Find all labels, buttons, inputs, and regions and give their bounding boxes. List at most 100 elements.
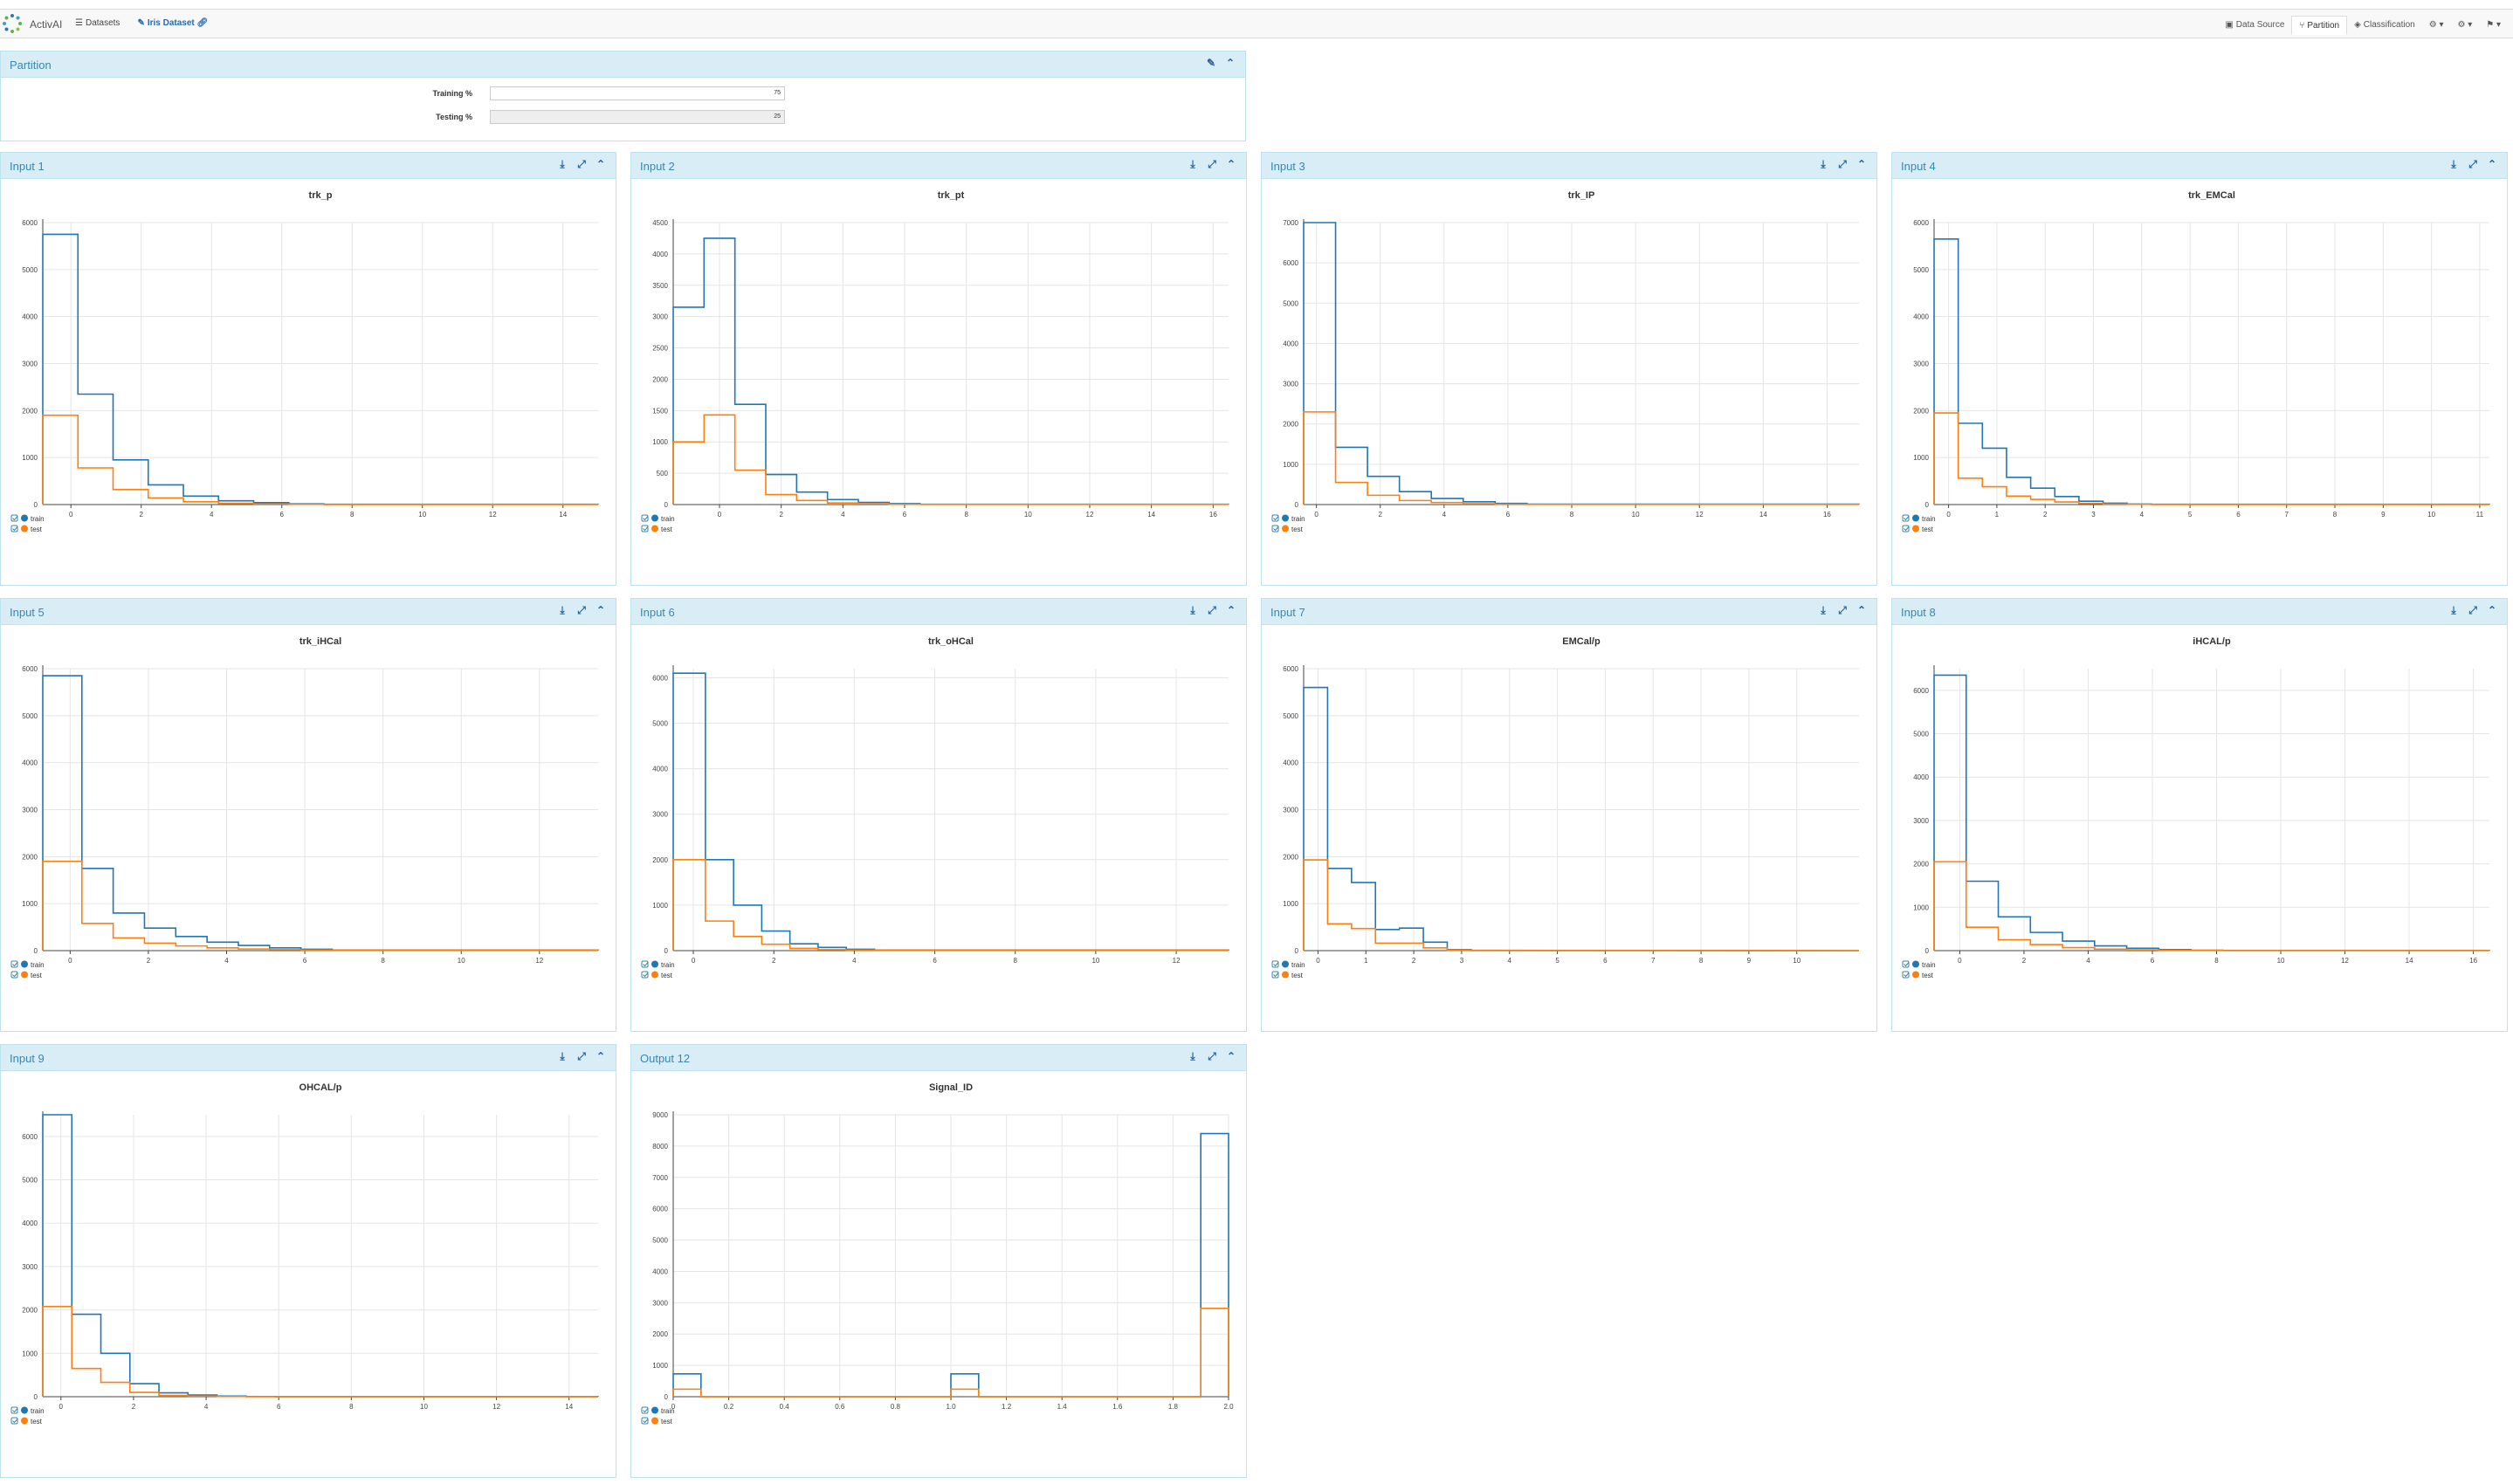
download-icon[interactable]: ⤓: [1190, 1050, 1195, 1062]
flag-dropdown[interactable]: ⚑ ▾: [2479, 16, 2508, 35]
legend-item-test[interactable]: test: [641, 525, 673, 534]
x-tick-label: 10: [1024, 511, 1032, 519]
edit-icon[interactable]: ✎: [1206, 57, 1216, 69]
legend-item-train[interactable]: train: [10, 514, 45, 524]
legend-item-test[interactable]: test: [1902, 971, 1934, 980]
legend-item-test[interactable]: test: [1271, 971, 1304, 980]
legend-label: train: [31, 1407, 45, 1415]
download-icon[interactable]: ⤓: [1821, 604, 1826, 616]
legend-checkbox[interactable]: [1902, 514, 1910, 522]
collapse-icon[interactable]: ⌃: [2487, 604, 2497, 616]
legend-checkbox[interactable]: [1902, 971, 1910, 979]
partition-panel-title: Partition: [10, 58, 52, 72]
legend-checkbox[interactable]: [641, 971, 649, 979]
legend-label: train: [661, 1407, 675, 1415]
download-icon[interactable]: ⤓: [560, 1050, 565, 1062]
x-tick-label: 6: [1603, 957, 1608, 965]
legend-item-train[interactable]: train: [10, 1406, 45, 1416]
legend-label: test: [31, 972, 43, 979]
x-tick-label: 10: [1793, 957, 1800, 965]
collapse-icon[interactable]: ⌃: [1856, 158, 1867, 170]
download-icon[interactable]: ⤓: [560, 158, 565, 170]
tab-partition[interactable]: ⑂ Partition: [2291, 16, 2348, 35]
legend-item-train[interactable]: train: [1902, 514, 1936, 524]
download-icon[interactable]: ⤓: [1821, 158, 1826, 170]
legend-item-test[interactable]: test: [1902, 525, 1934, 534]
user-dropdown[interactable]: ⚙ ▾: [2450, 16, 2479, 35]
gear-icon: ⚙ ▾: [2428, 20, 2444, 30]
settings-dropdown[interactable]: ⚙ ▾: [2422, 16, 2451, 35]
legend-item-test[interactable]: test: [10, 525, 43, 534]
activai-logo[interactable]: [2, 13, 23, 34]
collapse-icon[interactable]: ⌃: [1226, 158, 1236, 170]
download-icon[interactable]: ⤓: [560, 604, 565, 616]
legend-checkbox[interactable]: [10, 1417, 18, 1425]
expand-icon[interactable]: ⤢: [577, 158, 586, 170]
expand-icon[interactable]: ⤢: [577, 604, 586, 616]
legend-item-train[interactable]: train: [10, 960, 45, 970]
collapse-icon[interactable]: ⌃: [1225, 57, 1236, 69]
tab-classification[interactable]: ◈ Classification: [2347, 16, 2422, 35]
expand-icon[interactable]: ⤢: [1838, 604, 1847, 616]
legend-checkbox[interactable]: [10, 1406, 18, 1414]
legend-label: test: [661, 972, 673, 979]
legend-item-train[interactable]: train: [1902, 960, 1936, 970]
y-tick-label: 6000: [22, 665, 38, 673]
expand-icon[interactable]: ⤢: [1208, 1050, 1216, 1062]
legend-item-train[interactable]: train: [641, 514, 675, 524]
tab-data-source[interactable]: ▣ Data Source: [2218, 16, 2291, 35]
legend-checkbox[interactable]: [10, 514, 18, 522]
legend-checkbox[interactable]: [641, 960, 649, 968]
testing-row: Testing % 25: [420, 110, 785, 124]
legend-item-test[interactable]: test: [1271, 525, 1304, 534]
x-tick-label: 8: [1014, 957, 1018, 965]
legend-checkbox[interactable]: [10, 960, 18, 968]
collapse-icon[interactable]: ⌃: [1856, 604, 1867, 616]
collapse-icon[interactable]: ⌃: [596, 1050, 606, 1062]
expand-icon[interactable]: ⤢: [2468, 158, 2477, 170]
collapse-icon[interactable]: ⌃: [596, 604, 606, 616]
legend-checkbox[interactable]: [10, 525, 18, 532]
legend-checkbox[interactable]: [1271, 960, 1279, 968]
legend-checkbox[interactable]: [641, 1406, 649, 1414]
y-tick-label: 0: [664, 947, 669, 955]
expand-icon[interactable]: ⤢: [1208, 158, 1216, 170]
legend-item-train[interactable]: train: [641, 1406, 675, 1416]
legend-swatch: [21, 960, 28, 968]
legend-item-test[interactable]: test: [10, 1417, 43, 1426]
legend-checkbox[interactable]: [1271, 971, 1279, 979]
collapse-icon[interactable]: ⌃: [2487, 158, 2497, 170]
download-icon[interactable]: ⤓: [2451, 604, 2456, 616]
legend-item-train[interactable]: train: [1271, 514, 1305, 524]
training-input[interactable]: 75: [490, 86, 785, 100]
legend-checkbox[interactable]: [641, 1417, 649, 1425]
legend-checkbox[interactable]: [641, 514, 649, 522]
legend-item-train[interactable]: train: [1271, 960, 1305, 970]
collapse-icon[interactable]: ⌃: [596, 158, 606, 170]
legend-checkbox[interactable]: [641, 525, 649, 532]
expand-icon[interactable]: ⤢: [2468, 604, 2477, 616]
legend-checkbox[interactable]: [1271, 525, 1279, 532]
expand-icon[interactable]: ⤢: [577, 1050, 586, 1062]
legend-checkbox[interactable]: [1271, 514, 1279, 522]
y-tick-label: 5000: [22, 266, 38, 274]
brand-name[interactable]: ActivAI: [30, 18, 63, 31]
download-icon[interactable]: ⤓: [1190, 158, 1195, 170]
expand-icon[interactable]: ⤢: [1838, 158, 1847, 170]
legend-swatch: [1912, 960, 1919, 968]
collapse-icon[interactable]: ⌃: [1226, 1050, 1236, 1062]
download-icon[interactable]: ⤓: [2451, 158, 2456, 170]
legend-checkbox[interactable]: [1902, 960, 1910, 968]
download-icon[interactable]: ⤓: [1190, 604, 1195, 616]
legend-item-test[interactable]: test: [641, 971, 673, 980]
legend-checkbox[interactable]: [10, 971, 18, 979]
nav-datasets[interactable]: ☰ Datasets: [75, 18, 120, 28]
collapse-icon[interactable]: ⌃: [1226, 604, 1236, 616]
legend-item-test[interactable]: test: [641, 1417, 673, 1426]
expand-icon[interactable]: ⤢: [1208, 604, 1216, 616]
legend-item-train[interactable]: train: [641, 960, 675, 970]
legend-item-test[interactable]: test: [10, 971, 43, 980]
nav-dataset-name[interactable]: ✎ Iris Dataset 🔗︎: [137, 18, 210, 28]
legend-checkbox[interactable]: [1902, 525, 1910, 532]
series-train-line: [672, 672, 1229, 952]
